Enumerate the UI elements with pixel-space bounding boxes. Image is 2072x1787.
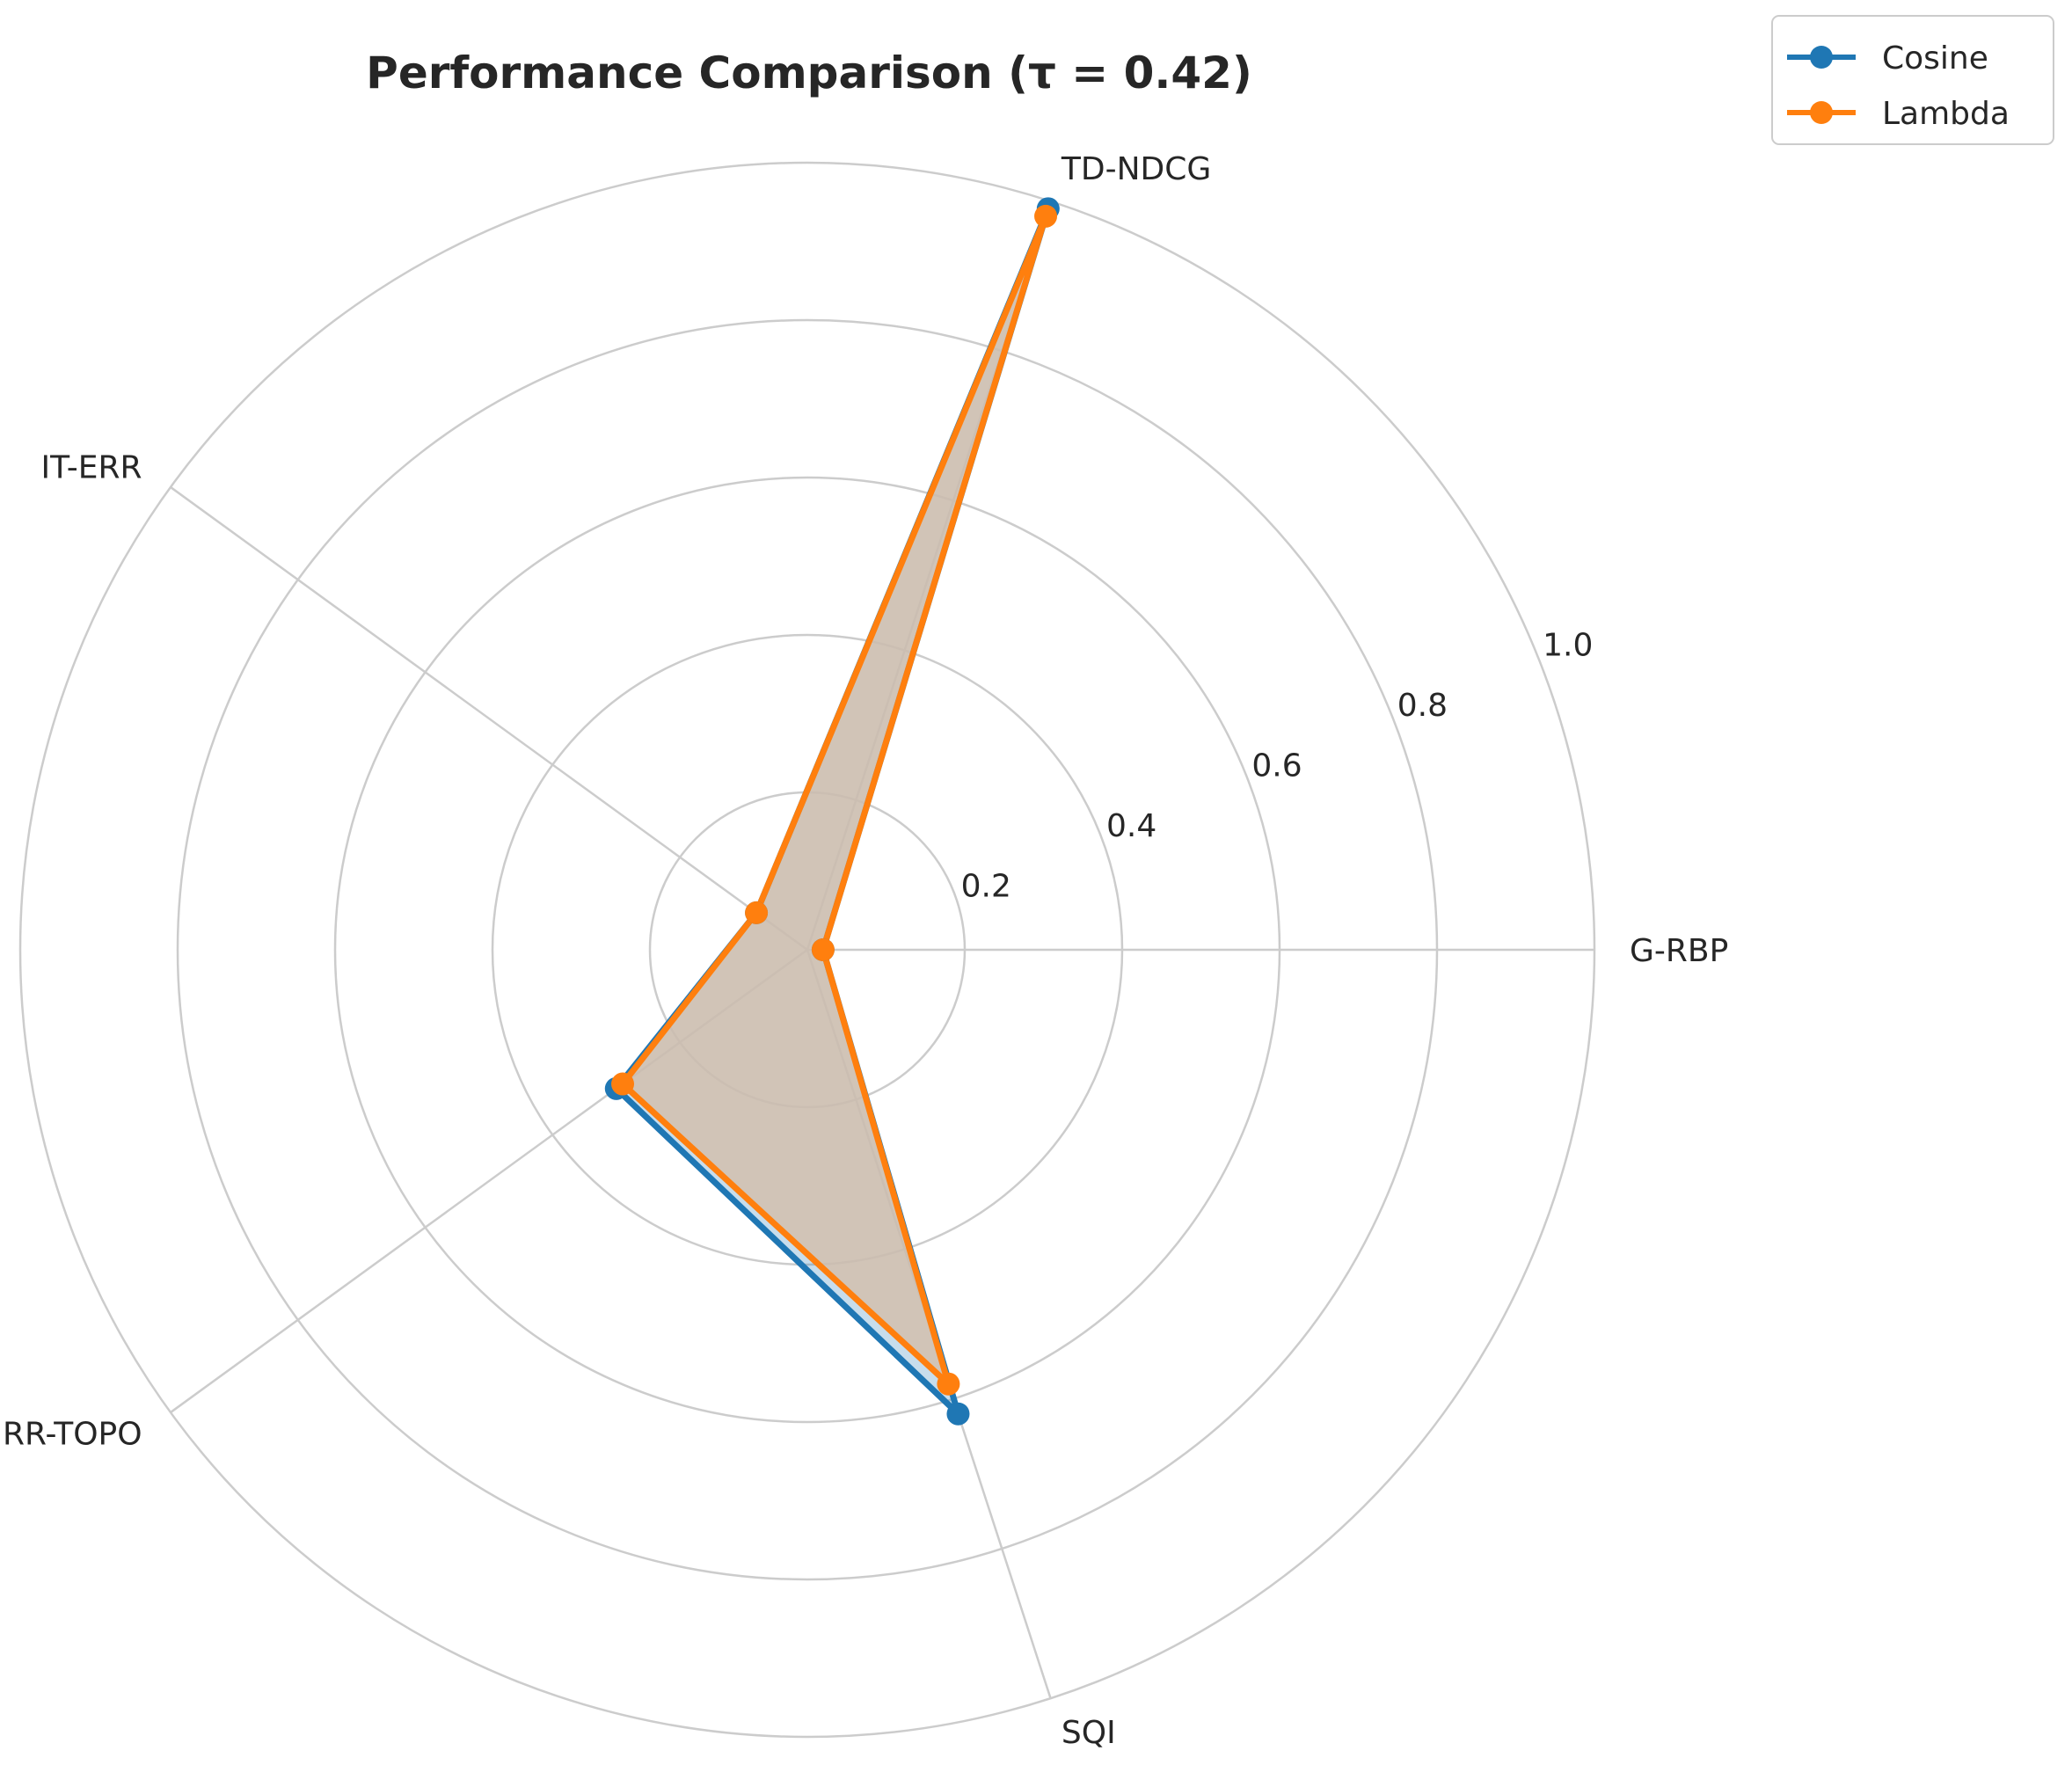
legend-label-cosine: Cosine — [1882, 40, 1988, 77]
point-lambda-it-err — [745, 901, 769, 924]
radial-tick-label: 1.0 — [1543, 628, 1593, 664]
legend-label-lambda: Lambda — [1882, 96, 2010, 132]
series-lines — [613, 205, 1052, 1418]
point-lambda-sqi — [937, 1372, 960, 1396]
axis-label-mrr-topo: MRR-TOPO — [0, 1417, 142, 1453]
point-lambda-td-ndcg — [1034, 204, 1058, 228]
point-cosine-sqi — [946, 1402, 970, 1426]
legend-marker-lambda — [1810, 101, 1833, 124]
radial-tick-label: 0.4 — [1106, 808, 1156, 844]
series-line-lambda — [619, 213, 1049, 1388]
spoke-it-err — [170, 485, 808, 952]
point-lambda-mrr-topo — [611, 1072, 635, 1096]
legend-marker-cosine — [1810, 46, 1833, 69]
radial-tick-label: 0.2 — [961, 869, 1011, 905]
axis-label-td-ndcg: TD-NDCG — [1061, 151, 1211, 187]
radial-tick-label: 0.8 — [1397, 688, 1448, 724]
point-lambda-g-rbp — [811, 938, 835, 961]
radial-tick-labels: 0.2 0.4 0.6 0.8 1.0 — [961, 628, 1594, 905]
radial-tick-label: 0.6 — [1251, 748, 1302, 784]
axis-label-g-rbp: G-RBP — [1630, 933, 1728, 969]
axis-label-it-err: IT-ERR — [40, 449, 142, 485]
axis-label-sqi: SQI — [1062, 1715, 1116, 1751]
series-points — [604, 197, 1060, 1426]
chart-title: Performance Comparison (τ = 0.42) — [366, 47, 1252, 98]
series-fills — [616, 208, 1048, 1414]
legend: Cosine Lambda — [1771, 15, 2054, 145]
axis-labels: G-RBP TD-NDCG IT-ERR MRR-TOPO SQI — [0, 151, 1728, 1751]
series-fill-lambda — [623, 215, 1046, 1384]
